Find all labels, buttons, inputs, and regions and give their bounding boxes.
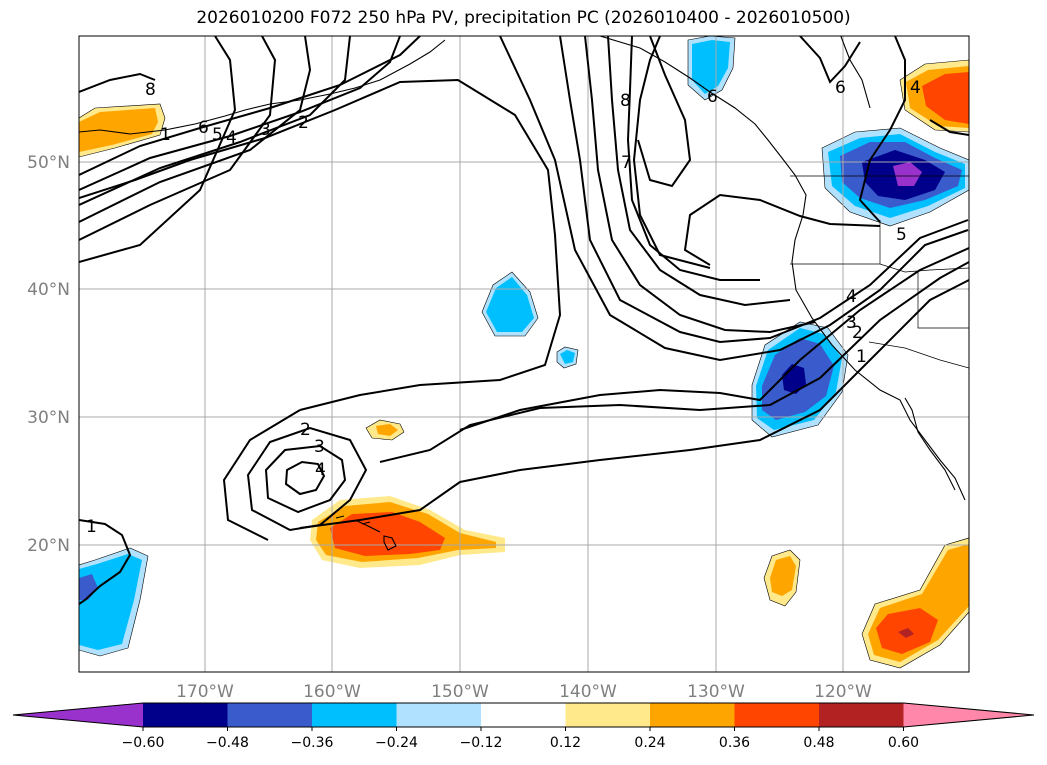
lat-label: 50°N <box>27 153 70 173</box>
lon-labels: 170°W 160°W 150°W 140°W 130°W 120°W <box>176 682 872 702</box>
pv-contour <box>79 36 237 263</box>
pv-contour <box>79 36 401 191</box>
colorbar-tick-label: 0.48 <box>803 735 834 751</box>
precip-positive-patch <box>79 108 158 152</box>
colorbar-tick-label: −0.12 <box>460 735 503 751</box>
contour-label: 1 <box>86 517 97 537</box>
contour-label: 8 <box>620 91 631 111</box>
precip-positive-patch <box>770 556 796 596</box>
contour-label: 7 <box>621 153 632 173</box>
contour-label: 2 <box>852 323 863 343</box>
pv-contour <box>379 261 969 463</box>
colorbar-segment <box>650 703 735 727</box>
pv-contour <box>929 119 969 136</box>
colorbar-segment <box>227 703 313 727</box>
lon-label: 140°W <box>559 682 617 702</box>
precip-negative-patch <box>560 350 575 364</box>
pv-contour <box>584 36 816 334</box>
pv-contour <box>637 36 692 188</box>
contour-label: 2 <box>300 420 311 440</box>
contour-label: 8 <box>145 80 156 100</box>
colorbar-tick-label: −0.24 <box>375 735 418 751</box>
colorbar: −0.60 −0.48 −0.36 −0.24 −0.12 0.12 0.24 0.36 0.4… <box>12 702 1035 751</box>
contour-label: 1 <box>856 347 867 367</box>
colorbar-tick-label: −0.60 <box>122 735 165 751</box>
pv-contour <box>858 36 906 223</box>
colorbar-segment <box>565 703 651 727</box>
colorbar-extend-max <box>903 703 1034 727</box>
colorbar-extend-min <box>13 703 143 727</box>
pv-contour <box>299 279 969 529</box>
contour-label: 2 <box>298 113 309 133</box>
contour-label: 3 <box>846 313 857 333</box>
contour-label: 3 <box>260 120 271 140</box>
pv-contour <box>79 36 351 206</box>
pv-contour <box>222 409 301 541</box>
lat-label: 20°N <box>27 536 70 556</box>
contour-label: 1 <box>160 125 171 145</box>
colorbar-tick-label: 0.24 <box>634 735 665 751</box>
contour-label: 4 <box>226 128 237 148</box>
colorbar-segment <box>819 703 904 727</box>
lon-label: 120°W <box>814 682 872 702</box>
colorbar-tick-label: 0.60 <box>888 735 919 751</box>
pv-contour-labels: 8 1 6 5 4 3 2 8 7 6 6 4 5 4 3 2 1 2 3 4 … <box>86 78 921 537</box>
lon-label: 170°W <box>176 682 234 702</box>
precip-negative-patch <box>486 277 534 332</box>
lon-label: 160°W <box>303 682 361 702</box>
contour-label: 3 <box>314 437 325 457</box>
lat-label: 30°N <box>27 408 70 428</box>
pv-contour <box>459 247 969 431</box>
colorbar-segment <box>143 703 228 727</box>
pv-contour <box>79 78 562 411</box>
contour-label: 4 <box>846 287 857 307</box>
pv-contour <box>607 36 791 307</box>
colorbar-tick-label: −0.48 <box>206 735 249 751</box>
pv-contour <box>284 460 326 496</box>
colorbar-segment <box>734 703 820 727</box>
precip-positive-patch <box>376 424 398 436</box>
contour-label: 6 <box>707 87 718 107</box>
pv-contour <box>559 36 969 344</box>
pv-contour <box>626 36 760 281</box>
contour-label: 4 <box>910 78 921 98</box>
pv-contour <box>79 36 421 176</box>
contour-label: 4 <box>315 460 326 480</box>
contour-label: 5 <box>212 125 223 145</box>
pv-contour <box>79 519 132 605</box>
lat-labels: 20°N 30°N 40°N 50°N <box>27 153 70 556</box>
precip-positive-patch <box>898 628 914 638</box>
map-title: 2026010200 F072 250 hPa PV, precipitatio… <box>196 8 851 28</box>
pv-contour <box>79 36 312 223</box>
lon-label: 150°W <box>431 682 489 702</box>
pv-contour <box>499 36 969 362</box>
contour-label: 6 <box>198 118 209 138</box>
colorbar-tick-label: −0.36 <box>291 735 334 751</box>
precip-negative-patch <box>893 162 922 186</box>
pv-contour <box>79 72 156 93</box>
colorbar-segment <box>396 703 482 727</box>
contour-label: 6 <box>835 78 846 98</box>
precip-negative-patch <box>79 554 142 650</box>
pv-contour <box>264 444 347 514</box>
pv-contour <box>246 426 368 532</box>
map-frame <box>78 35 970 673</box>
precip-positive-patch <box>922 72 969 124</box>
colorbar-segment <box>312 703 397 727</box>
lon-label: 130°W <box>687 682 745 702</box>
colorbar-tick-label: 0.36 <box>719 735 750 751</box>
colorbar-segment <box>481 703 566 727</box>
colorbar-tick-label: 0.12 <box>550 735 581 751</box>
pv-contour <box>632 36 711 269</box>
pv-contour <box>799 36 861 84</box>
pv-contour <box>683 193 881 266</box>
contour-label: 5 <box>896 225 907 245</box>
precip-shading <box>79 36 969 669</box>
precip-negative-patch <box>692 40 730 94</box>
pv-contours <box>79 36 969 605</box>
lat-label: 40°N <box>27 280 70 300</box>
